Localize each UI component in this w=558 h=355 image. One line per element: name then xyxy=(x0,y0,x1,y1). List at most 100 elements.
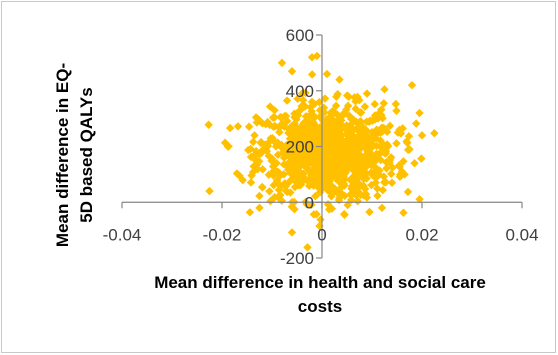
data-point xyxy=(382,164,391,173)
data-point xyxy=(356,153,366,162)
data-point xyxy=(399,208,408,217)
data-point xyxy=(287,122,296,131)
data-point xyxy=(417,154,426,163)
data-point xyxy=(316,215,325,224)
data-point xyxy=(268,168,277,178)
data-point xyxy=(296,146,306,155)
data-point xyxy=(403,138,412,148)
data-point xyxy=(331,101,341,110)
data-point xyxy=(301,88,310,98)
data-point xyxy=(417,131,427,140)
data-point xyxy=(372,164,381,173)
data-point xyxy=(333,89,342,99)
y-axis-title: Mean difference in EQ- 5D based QALYs xyxy=(53,63,96,247)
data-point xyxy=(366,142,376,152)
data-point xyxy=(373,191,382,200)
data-point xyxy=(233,122,243,131)
data-point xyxy=(311,191,320,201)
data-point xyxy=(269,122,278,131)
data-point xyxy=(369,169,378,178)
data-point xyxy=(247,171,256,180)
data-point xyxy=(338,148,347,158)
data-point xyxy=(351,191,361,200)
data-point xyxy=(351,97,360,106)
data-point xyxy=(358,173,368,183)
axes xyxy=(121,34,523,259)
data-point xyxy=(387,169,396,179)
data-point xyxy=(290,205,299,214)
data-point xyxy=(324,170,333,179)
data-point xyxy=(411,119,421,128)
data-point xyxy=(256,137,266,147)
data-point xyxy=(248,137,258,147)
data-point xyxy=(407,80,417,90)
data-point xyxy=(430,129,439,138)
data-point xyxy=(341,158,351,167)
data-point xyxy=(362,89,372,98)
data-point xyxy=(370,99,379,109)
data-point xyxy=(377,123,387,132)
data-point xyxy=(323,186,332,195)
data-point xyxy=(354,173,363,182)
data-point xyxy=(330,129,340,139)
data-point xyxy=(331,153,340,163)
data-point xyxy=(325,116,335,125)
data-point xyxy=(246,178,256,187)
data-point xyxy=(309,144,319,154)
data-point xyxy=(367,152,377,161)
data-point xyxy=(329,171,339,181)
data-point xyxy=(341,168,350,177)
data-point xyxy=(374,150,383,159)
data-point xyxy=(308,166,318,176)
data-point xyxy=(351,104,360,113)
data-point xyxy=(343,200,352,210)
y-tick-label: -200 xyxy=(280,249,314,268)
data-point xyxy=(399,157,408,166)
data-point xyxy=(273,138,282,147)
data-point xyxy=(268,134,277,143)
data-point xyxy=(314,128,323,138)
data-point xyxy=(300,152,310,161)
data-point xyxy=(306,103,315,112)
axis-titles: Mean difference in health and social car… xyxy=(53,63,486,316)
data-point xyxy=(276,182,286,191)
data-point xyxy=(282,160,292,169)
data-point xyxy=(277,58,287,68)
data-point xyxy=(293,111,303,120)
data-point xyxy=(293,167,303,177)
data-point xyxy=(346,176,356,185)
data-point xyxy=(354,126,363,136)
data-point xyxy=(392,139,401,148)
data-point xyxy=(354,168,363,178)
data-point xyxy=(315,97,324,107)
data-point xyxy=(331,139,340,149)
data-point xyxy=(287,228,297,237)
data-point xyxy=(347,114,356,124)
data-point xyxy=(285,138,294,148)
data-point xyxy=(334,120,343,129)
x-tick-label: 0 xyxy=(317,225,326,244)
data-point xyxy=(366,116,375,125)
data-point xyxy=(388,163,397,172)
data-point xyxy=(343,135,353,144)
data-point xyxy=(270,106,279,115)
data-point xyxy=(342,105,351,114)
data-point xyxy=(299,118,309,127)
data-point xyxy=(395,172,405,182)
data-point xyxy=(245,208,255,217)
data-point xyxy=(251,113,261,122)
data-point xyxy=(385,121,395,131)
data-point xyxy=(255,191,264,201)
data-point xyxy=(339,171,348,181)
data-point xyxy=(298,95,308,105)
data-point xyxy=(322,69,332,79)
data-point xyxy=(326,111,336,121)
data-point xyxy=(246,152,256,162)
data-point xyxy=(287,127,296,137)
data-point xyxy=(380,85,389,94)
data-point xyxy=(270,193,279,202)
data-point xyxy=(280,111,289,121)
data-point xyxy=(328,146,338,155)
data-point xyxy=(260,145,269,154)
data-point xyxy=(296,179,305,188)
